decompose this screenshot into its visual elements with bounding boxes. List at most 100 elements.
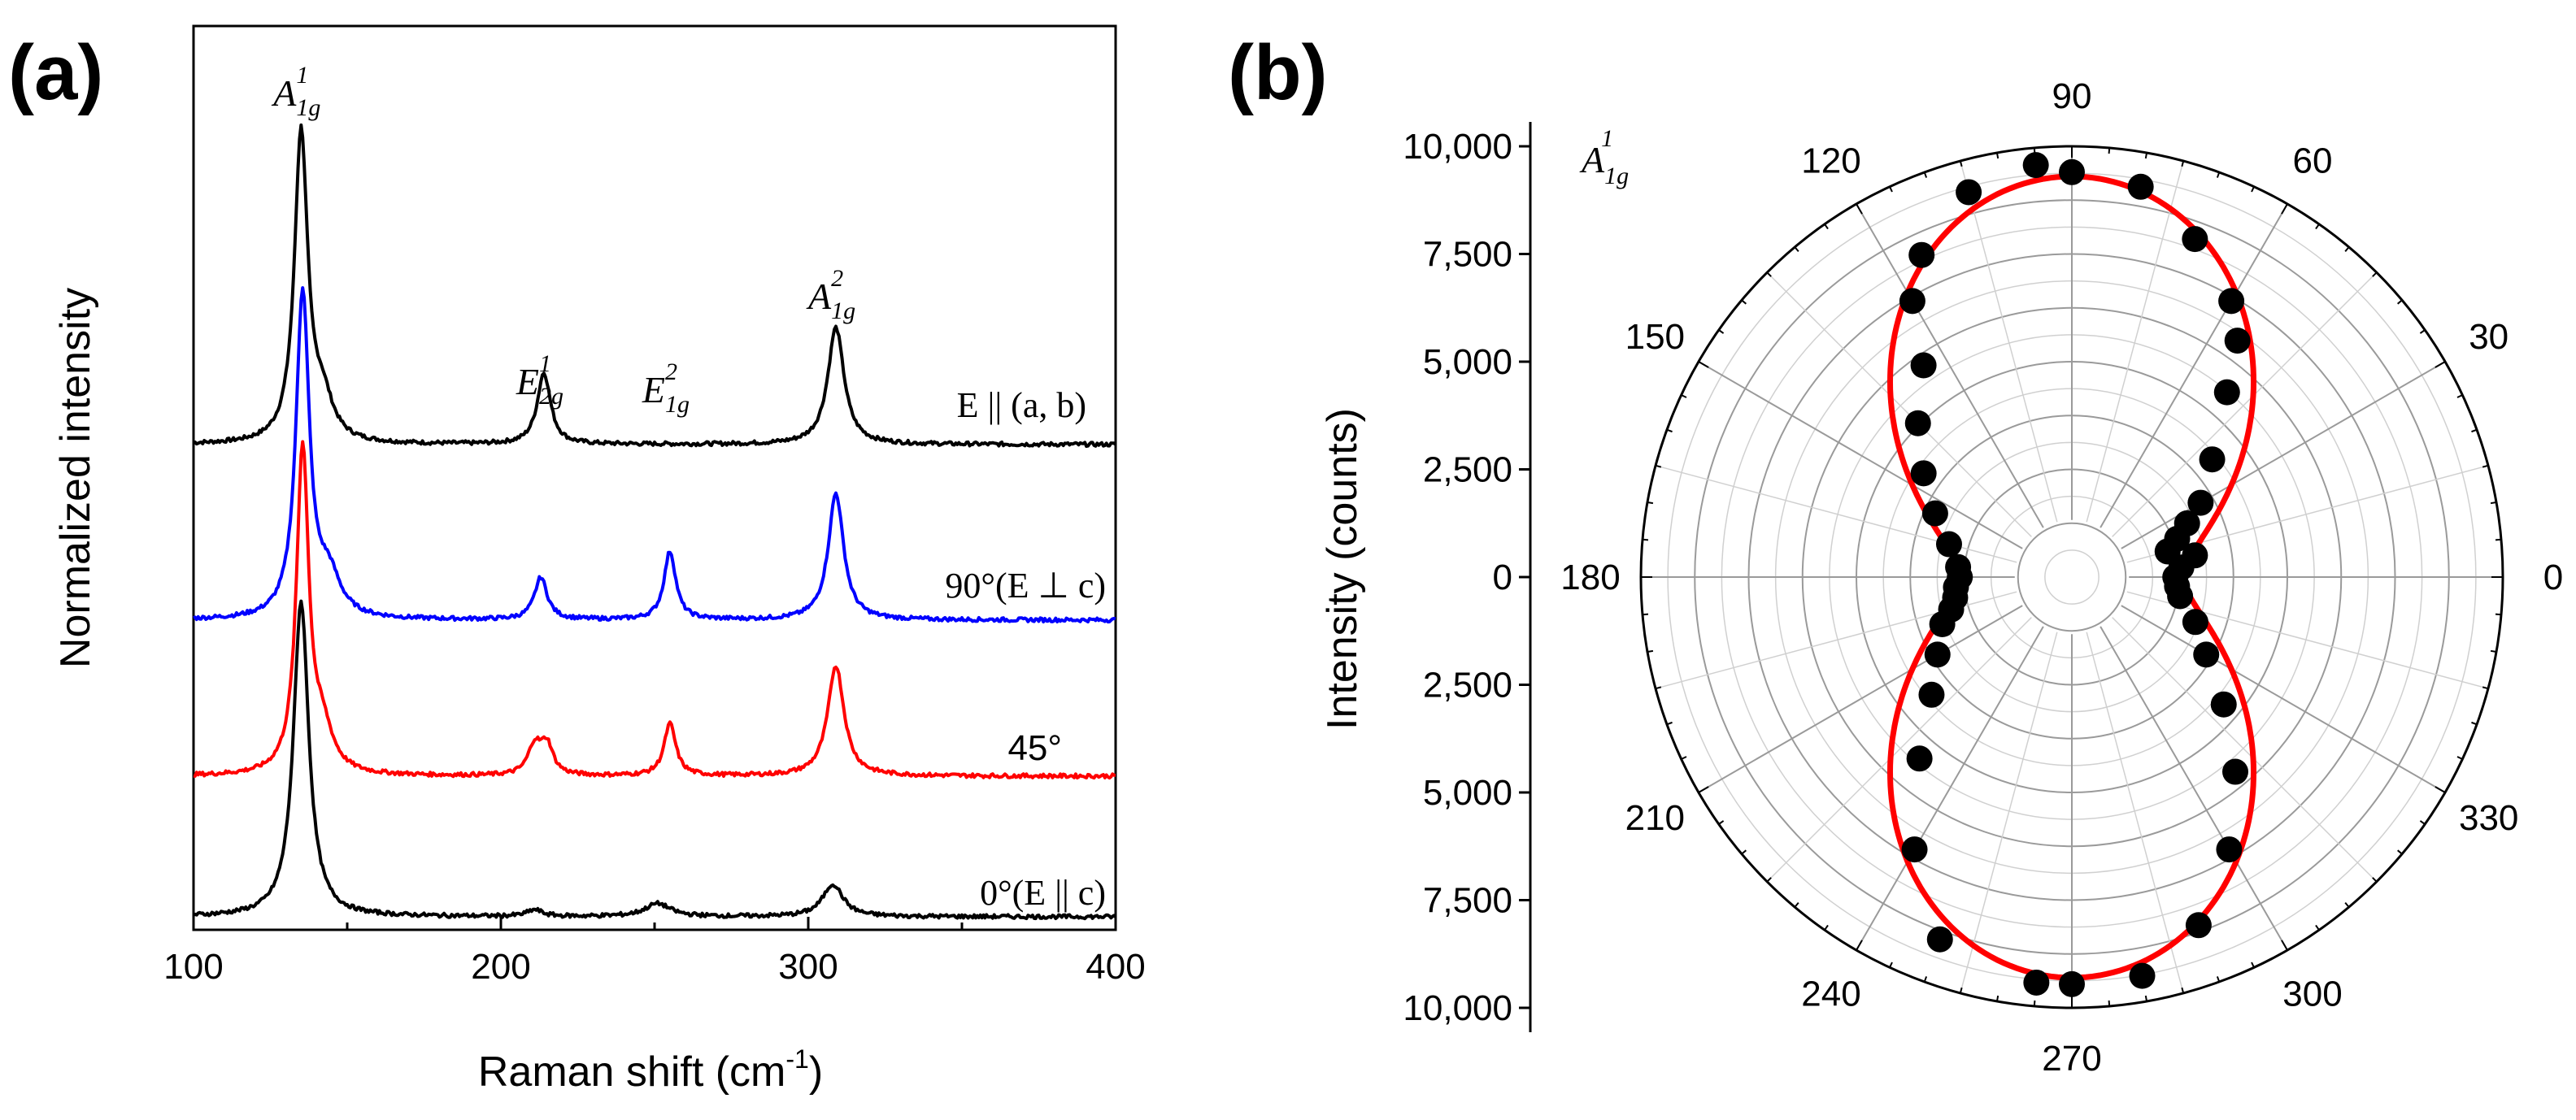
panel-a-y-axis-title: Normalized intensity — [52, 288, 99, 668]
polar-angle-tick — [1718, 329, 1725, 334]
series-label: E || (a, b) — [957, 385, 1086, 425]
polar-angle-tick — [2372, 877, 2378, 883]
polar-angle-tick — [2181, 160, 2185, 167]
radial-tick-label: 7,500 — [1423, 235, 1512, 275]
peak-label-sup: 1 — [296, 62, 308, 89]
data-point — [2023, 969, 2050, 996]
data-point — [1899, 288, 1925, 315]
polar-angle-tick — [2372, 271, 2378, 277]
radial-tick-label: 0 — [1493, 558, 1512, 597]
data-point — [1929, 611, 1956, 638]
series-label: 0°(E || c) — [980, 873, 1106, 913]
peak-label-sub: 1g — [296, 94, 320, 121]
polar-grid-circle — [2017, 522, 2127, 632]
angle-label: 90 — [2052, 76, 2092, 116]
x-axis-title-main: Raman shift (cm — [478, 1048, 786, 1096]
polar-angle-tick — [1741, 299, 1747, 305]
data-point — [1956, 179, 1982, 206]
polar-angle-tick — [1666, 428, 1673, 433]
polar-angle-tick — [1698, 361, 1709, 368]
polar-grid-spoke — [2126, 591, 2489, 689]
polar-angle-tick — [2456, 394, 2463, 398]
angle-label: 270 — [2042, 1039, 2101, 1079]
panel-a-x-axis-title: Raman shift (cm-1) — [478, 1044, 823, 1096]
x-axis-title-close: ) — [809, 1048, 823, 1096]
angle-label: 150 — [1625, 317, 1685, 357]
peak-label-base: A — [806, 276, 832, 317]
data-point — [2185, 912, 2212, 939]
polar-angle-tick — [2344, 901, 2350, 908]
data-point — [2199, 446, 2226, 473]
polar-grid-spoke — [1698, 605, 2023, 793]
mode-sup: 1 — [1601, 125, 1613, 152]
polar-grid-spoke — [2086, 160, 2184, 523]
data-point — [2216, 836, 2243, 863]
polar-angle-tick — [1794, 246, 1799, 253]
panel-b-angle-labels: 0 30 60 90 120 150 180 210 240 270 300 330 — [1560, 76, 2563, 1079]
mode-base: A — [1579, 139, 1605, 180]
panel-a-plot-frame — [192, 24, 1117, 931]
data-point — [1901, 836, 1928, 863]
peak-label-sup: 2 — [665, 358, 677, 385]
polar-angle-tick — [1718, 820, 1725, 825]
polar-angle-tick — [1923, 171, 1928, 178]
data-point — [2022, 152, 2049, 179]
angle-label: 300 — [2282, 975, 2342, 1014]
polar-angle-tick — [2396, 299, 2403, 305]
radial-tick-label: 10,000 — [1403, 127, 1512, 167]
polar-angle-tick — [2281, 203, 2288, 215]
x-tick-label: 300 — [778, 947, 838, 987]
data-point — [1921, 500, 1948, 527]
polar-angle-tick — [1889, 186, 1893, 193]
polar-angle-tick — [1766, 877, 1772, 883]
data-point — [2129, 962, 2156, 989]
polar-angle-tick — [2471, 428, 2478, 433]
peak-label: A1g 2 — [806, 265, 855, 324]
polar-angle-tick — [2281, 940, 2288, 951]
angle-label: 240 — [1801, 975, 1860, 1014]
spectrum-line — [193, 599, 1117, 921]
data-point — [1910, 460, 1937, 487]
polar-angle-tick — [2490, 649, 2497, 653]
polar-angle-tick — [1923, 976, 1928, 983]
mode-sub: 1g — [1604, 163, 1629, 189]
series-label: 45° — [1007, 728, 1062, 768]
radial-tick-label: 2,500 — [1423, 450, 1512, 490]
polar-angle-tick — [1666, 721, 1673, 726]
polar-angle-tick — [2435, 786, 2446, 793]
x-tick-label: 400 — [1086, 947, 1145, 987]
peak-label-base: E — [516, 361, 539, 402]
polar-grid-spoke — [1766, 617, 2032, 883]
polar-angle-tick — [1794, 901, 1799, 908]
x-axis-title-sup: -1 — [785, 1044, 808, 1074]
polar-angle-tick — [2216, 976, 2221, 983]
data-point — [1935, 531, 1962, 558]
peak-label: E1g 2 — [642, 358, 690, 418]
polar-angle-tick — [2435, 361, 2446, 368]
polar-angle-tick — [2181, 987, 2185, 994]
radial-tick-label: 5,000 — [1423, 342, 1512, 382]
spectrum-line — [193, 440, 1116, 780]
data-point — [2059, 158, 2085, 185]
peak-label-sub: 1g — [665, 391, 690, 418]
data-point — [2221, 758, 2248, 785]
data-point — [2193, 641, 2220, 668]
peak-label: A1g 1 — [271, 62, 320, 121]
polar-angle-tick — [2216, 171, 2221, 178]
polar-angle-tick — [2490, 501, 2497, 505]
data-point — [2127, 173, 2154, 200]
peak-label-sub: 2g — [539, 383, 564, 410]
data-point — [2224, 328, 2251, 354]
polar-angle-tick — [1889, 962, 1893, 968]
polar-grid-circle — [2044, 549, 2100, 605]
polar-angle-tick — [1959, 987, 1963, 994]
polar-angle-tick — [1642, 613, 1649, 616]
polar-angle-tick — [1741, 849, 1747, 855]
panel-a-label: (a) — [8, 29, 103, 116]
series-label: 90°(E ⊥ c) — [945, 566, 1106, 606]
polar-grid-spoke — [2112, 271, 2378, 537]
angle-label: 180 — [1560, 558, 1620, 597]
polar-angle-tick — [1647, 501, 1654, 505]
